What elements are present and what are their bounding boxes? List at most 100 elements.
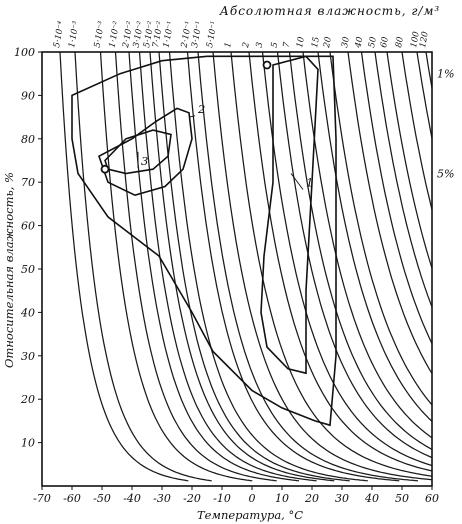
isoline-12 [212, 52, 432, 481]
isoline-label: 15 [310, 36, 322, 48]
isoline-label: 30 [340, 36, 352, 49]
plot-frame [41, 51, 433, 487]
isoline-22 [360, 52, 432, 346]
isoline-2 [74, 52, 212, 482]
isoline-18 [302, 52, 432, 439]
y-tick-label: 70 [21, 176, 35, 189]
isoline-16 [276, 52, 432, 459]
isoline-6 [138, 52, 317, 482]
isoline-9 [168, 52, 368, 482]
isoline-label: 100 [409, 30, 422, 48]
x-tick-label: -40 [123, 492, 141, 505]
y-tick-label: 20 [20, 393, 35, 406]
isoline-label: 80 [394, 36, 406, 49]
region-2 [98, 107, 193, 197]
isoline-label: 1·10⁻³ [67, 20, 82, 49]
isoline-24 [386, 52, 432, 271]
y-tick-label: 100 [14, 46, 35, 59]
y-tick-label: 50 [21, 263, 35, 276]
isoline-label: 7 [282, 41, 293, 49]
isoline-label: 50 [367, 36, 379, 49]
top-isoline-labels: 5·10⁻⁴ 1·10⁻³ 5·10⁻³ 1·10⁻²2·10⁻²3·10⁻²5·10… [52, 20, 431, 50]
isoline-label: 1 [223, 41, 234, 48]
x-axis-ticks: -70 -60 -50 -40 -30 -20 -10 0 10 20 30 40 50 60 [33, 486, 439, 505]
annotation-2: 2 [197, 102, 205, 116]
x-tick-label: -10 [213, 492, 231, 505]
data-markers [100, 60, 272, 174]
annotation-leader-1 [290, 173, 304, 190]
right-edge-labels: 1% 5% [437, 68, 454, 181]
isoline-label: 2·10⁻² [121, 20, 136, 50]
marker-2 [262, 60, 272, 70]
y-axis-ticks: 10 20 30 40 50 60 70 80 90 100 [14, 46, 42, 450]
isoline-label: 10 [295, 36, 307, 49]
isoline-label: 3 [255, 41, 266, 48]
abs-humidity-isolines [59, 52, 432, 482]
isoline-21 [347, 52, 432, 375]
isoline-13 [230, 52, 432, 477]
marker-1 [100, 164, 110, 174]
y-tick-label: 40 [20, 306, 35, 319]
y-tick-label: 60 [21, 220, 35, 233]
x-tick-label: -70 [33, 492, 51, 505]
isoline-label: 20 [322, 36, 334, 50]
x-tick-label: 60 [425, 492, 439, 505]
isoline-1 [59, 52, 189, 482]
annotation-1: 1 [306, 176, 313, 190]
isoline-label: 1·10⁻² [108, 20, 123, 49]
y-tick-label: 30 [21, 350, 35, 363]
isoline-8 [158, 52, 350, 482]
right-label: 5% [437, 168, 454, 181]
isoline-7 [149, 52, 335, 482]
isoline-label: 5·10⁻⁴ [52, 20, 67, 49]
isoline-label: 3·10⁻² [132, 20, 147, 49]
isoline-label: 40 [353, 36, 365, 50]
x-tick-label: 10 [275, 492, 289, 505]
region-1-inner [260, 55, 319, 375]
isoline-label: 7·10⁻² [151, 20, 166, 49]
y-tick-label: 80 [21, 133, 35, 146]
annotation-3: 3 [141, 154, 148, 168]
isoline-15 [261, 52, 432, 467]
x-tick-label: 50 [395, 492, 409, 505]
isoline-20 [329, 52, 432, 406]
isoline-11 [197, 52, 419, 482]
isoline-label: 3·10⁻¹ [190, 20, 205, 48]
isoline-23 [374, 52, 432, 309]
annotation-leader-2 [188, 115, 196, 118]
x-tick-label: 20 [304, 492, 319, 505]
isoline-10 [186, 52, 400, 482]
isoline-19 [317, 52, 432, 423]
isoline-label: 120 [418, 30, 431, 48]
y-axis-label: Относительная влажность, % [2, 172, 16, 368]
distribution-regions: 1 2 3 [71, 55, 337, 427]
x-tick-label: 0 [249, 492, 256, 505]
x-axis-label: Температура, °C [197, 508, 303, 522]
x-tick-label: -60 [63, 492, 81, 505]
isoline-25 [401, 52, 432, 213]
isoline-label: 5 [270, 41, 281, 48]
isoline-26 [416, 52, 432, 142]
isoline-label: 2·10⁻¹ [179, 20, 194, 49]
isoline-4 [114, 52, 277, 482]
x-tick-label: 40 [364, 492, 379, 505]
x-tick-label: -20 [183, 492, 201, 505]
isoline-14 [248, 52, 432, 472]
isoline-5 [128, 52, 300, 482]
isoline-label: 5·10⁻² [142, 20, 157, 49]
x-tick-label: -30 [153, 492, 171, 505]
isoline-label: 2 [241, 41, 252, 49]
chart-title: Абсолютная влажность, г/м³ [219, 4, 440, 18]
isoline-label: 60 [379, 36, 391, 49]
isoline-label: 5·10⁻³ [93, 20, 108, 49]
y-tick-label: 90 [21, 89, 35, 102]
isoline-label: 5·10⁻¹ [205, 20, 220, 48]
right-label: 1% [437, 68, 454, 81]
y-tick-label: 10 [21, 437, 35, 450]
region-3 [104, 129, 172, 175]
isoline-label: 1·10⁻¹ [162, 20, 177, 48]
region-1 [71, 55, 337, 427]
isoline-3 [99, 52, 253, 482]
x-tick-label: -50 [93, 492, 111, 505]
